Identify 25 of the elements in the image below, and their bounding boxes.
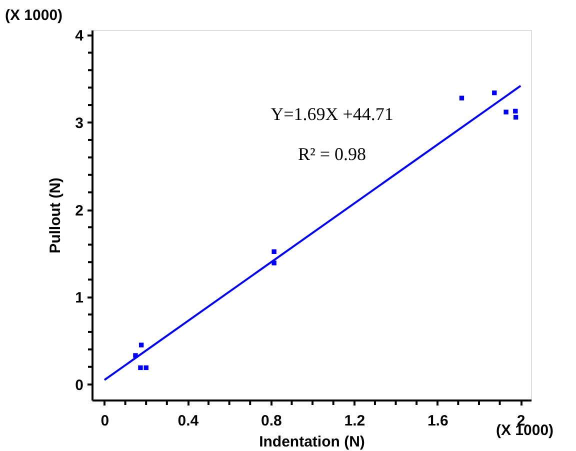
point	[144, 365, 148, 370]
point	[138, 342, 144, 348]
y-tick-label: 3	[75, 115, 84, 132]
point	[513, 114, 518, 120]
x-tick-label: 1.2	[344, 412, 366, 430]
x-tick-label: 0.8	[261, 412, 282, 430]
point	[492, 90, 497, 96]
y-tick-label: 4	[75, 28, 84, 45]
point	[272, 260, 276, 266]
annotation: Y=1.69X +44.71	[270, 104, 394, 124]
x-axis-title: Indentation (N)	[259, 434, 365, 450]
y-axis-title: Pullout (N)	[47, 178, 64, 254]
y-tick-label: 1	[75, 290, 84, 307]
point	[138, 365, 143, 370]
point	[504, 110, 508, 114]
point	[513, 108, 518, 114]
point	[272, 249, 276, 254]
y-tick-label: 0	[75, 376, 84, 394]
point	[459, 96, 464, 100]
annotation: R² = 0.98	[298, 144, 366, 164]
x-tick-label: 0	[100, 412, 110, 430]
x-tick-label: 0.4	[178, 412, 200, 430]
y-tick-label: 2	[75, 202, 84, 220]
x-tick-label: 1.6	[427, 412, 448, 430]
text: (X 1000)	[5, 7, 63, 24]
